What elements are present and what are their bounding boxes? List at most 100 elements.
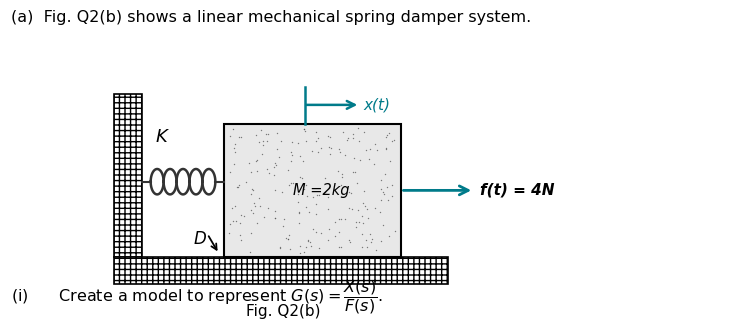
Point — [245, 187, 257, 192]
Point — [257, 143, 269, 148]
Point — [250, 203, 262, 209]
Point — [379, 172, 390, 177]
Point — [354, 157, 365, 163]
Point — [224, 133, 236, 138]
Point — [357, 220, 369, 225]
Bar — [114, 94, 142, 257]
Point — [286, 139, 298, 144]
Point — [280, 235, 292, 241]
Point — [306, 195, 318, 200]
Point — [294, 174, 306, 180]
Point — [356, 231, 368, 236]
Point — [334, 149, 346, 154]
Point — [333, 244, 345, 249]
Point — [337, 130, 349, 135]
Point — [251, 158, 263, 163]
Point — [262, 166, 273, 171]
Text: K: K — [156, 128, 168, 146]
Point — [282, 236, 293, 241]
Point — [226, 206, 238, 211]
Point — [352, 207, 364, 213]
Point — [276, 138, 287, 144]
Point — [303, 209, 315, 215]
Point — [254, 204, 266, 209]
Point — [312, 136, 323, 141]
Point — [293, 200, 304, 205]
Point — [369, 205, 381, 210]
Point — [312, 149, 324, 155]
Text: f(t) = 4N: f(t) = 4N — [480, 183, 554, 198]
Point — [347, 170, 359, 175]
Point — [370, 247, 381, 252]
Point — [324, 135, 336, 140]
Point — [351, 219, 362, 224]
Bar — [114, 94, 142, 257]
Point — [243, 161, 255, 166]
Point — [357, 200, 369, 206]
Point — [389, 228, 401, 233]
Point — [269, 188, 281, 193]
Point — [331, 168, 343, 173]
Point — [377, 189, 389, 195]
Point — [348, 156, 360, 161]
Point — [347, 131, 359, 137]
Point — [294, 250, 306, 255]
Point — [335, 216, 347, 221]
Point — [268, 172, 280, 177]
Point — [337, 171, 348, 177]
Point — [287, 152, 298, 157]
Text: Fig. Q2(b): Fig. Q2(b) — [245, 304, 320, 319]
Point — [240, 179, 252, 184]
Point — [350, 224, 362, 229]
Point — [293, 220, 304, 225]
Point — [234, 232, 245, 237]
Point — [232, 185, 244, 190]
Point — [351, 180, 363, 185]
Point — [283, 182, 295, 188]
Point — [248, 200, 259, 206]
Point — [301, 138, 312, 144]
Point — [329, 220, 341, 225]
Point — [363, 156, 375, 161]
Point — [234, 237, 246, 243]
Point — [364, 232, 376, 237]
Point — [282, 167, 294, 172]
Point — [262, 131, 273, 137]
Point — [234, 221, 246, 226]
Bar — [114, 257, 448, 284]
Text: (a)  Fig. Q2(b) shows a linear mechanical spring damper system.: (a) Fig. Q2(b) shows a linear mechanical… — [11, 10, 531, 25]
Point — [378, 191, 390, 197]
Point — [244, 249, 256, 255]
Point — [375, 238, 387, 243]
Point — [333, 146, 345, 151]
Point — [302, 237, 314, 242]
Point — [300, 204, 312, 209]
Point — [279, 216, 290, 221]
Point — [325, 151, 337, 156]
Point — [333, 216, 345, 222]
Point — [251, 221, 262, 226]
Point — [292, 140, 304, 146]
Point — [381, 185, 392, 190]
Point — [301, 193, 313, 198]
Point — [313, 245, 325, 251]
Point — [354, 219, 365, 225]
Point — [358, 188, 370, 193]
Point — [269, 208, 281, 213]
Point — [293, 191, 304, 197]
Point — [298, 250, 309, 255]
Point — [340, 153, 351, 158]
Point — [322, 206, 334, 211]
Point — [224, 221, 236, 226]
Point — [262, 205, 274, 211]
Point — [282, 236, 294, 242]
Point — [386, 193, 398, 198]
Point — [293, 211, 305, 216]
Point — [273, 155, 284, 160]
Point — [383, 131, 395, 136]
Point — [359, 203, 370, 209]
Bar — [224, 124, 401, 257]
Point — [256, 151, 268, 156]
Point — [300, 183, 312, 188]
Point — [356, 213, 368, 218]
